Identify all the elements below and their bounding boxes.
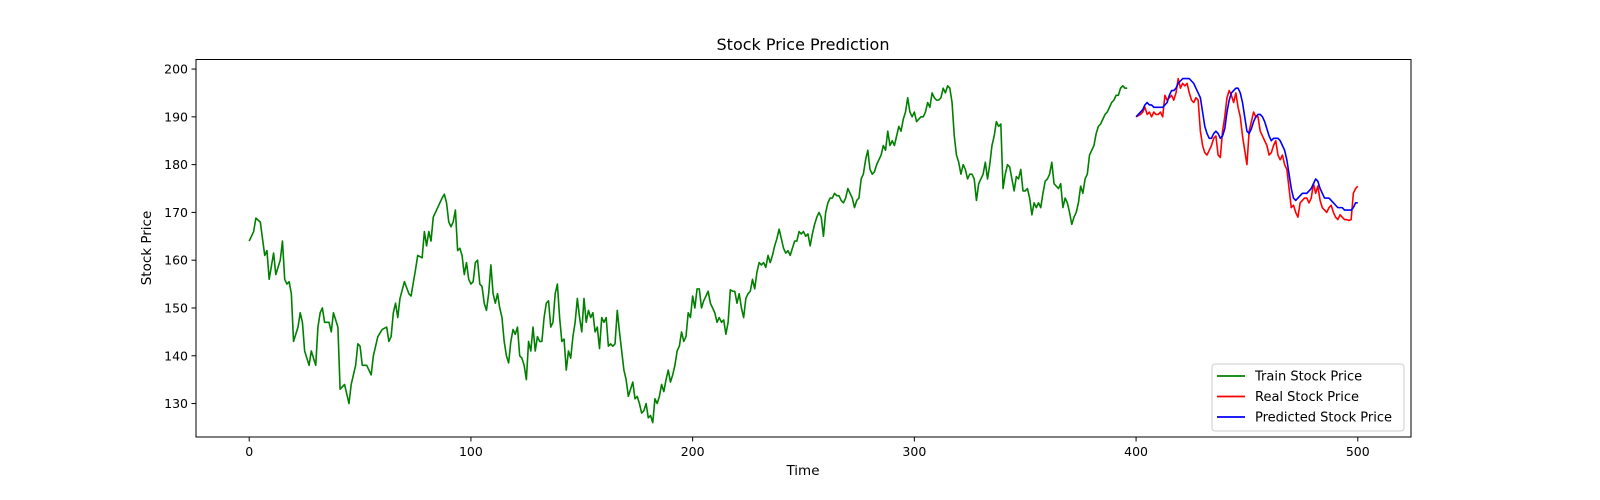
y-tick-label: 150 — [164, 300, 188, 315]
x-tick-label: 0 — [245, 444, 253, 459]
y-tick-label: 190 — [164, 109, 188, 124]
x-tick-label: 500 — [1346, 444, 1370, 459]
y-axis: 130 140 150 160 170 180 190 200 — [164, 62, 196, 411]
legend-label: Predicted Stock Price — [1255, 411, 1392, 426]
x-axis: 0 100 200 300 400 500 — [245, 437, 1370, 459]
x-tick-label: 400 — [1124, 444, 1148, 459]
x-tick-label: 200 — [681, 444, 705, 459]
series-line-predicted-stock-price — [1135, 77, 1358, 211]
x-axis-label: Time — [785, 463, 819, 479]
y-tick-label: 200 — [164, 62, 188, 77]
series-line-train-stock-price — [248, 84, 1128, 424]
x-tick-label: 300 — [902, 444, 926, 459]
legend-label: Train Stock Price — [1254, 370, 1362, 385]
legend-box — [1211, 363, 1405, 432]
y-tick-label: 160 — [164, 253, 188, 268]
legend: Train Stock Price Real Stock Price Predict… — [1211, 363, 1405, 432]
y-tick-label: 130 — [164, 396, 188, 411]
x-tick-label: 100 — [459, 444, 483, 459]
y-axis-label: Stock Price — [139, 211, 155, 286]
y-tick-label: 180 — [164, 157, 188, 172]
legend-label: Real Stock Price — [1255, 390, 1359, 405]
series-line-real-stock-price — [1135, 77, 1359, 222]
plot-frame — [195, 59, 1412, 438]
chart-title: Stock Price Prediction — [717, 35, 890, 54]
y-tick-label: 170 — [164, 205, 188, 220]
series-layer — [248, 77, 1359, 424]
y-tick-label: 140 — [164, 348, 188, 363]
